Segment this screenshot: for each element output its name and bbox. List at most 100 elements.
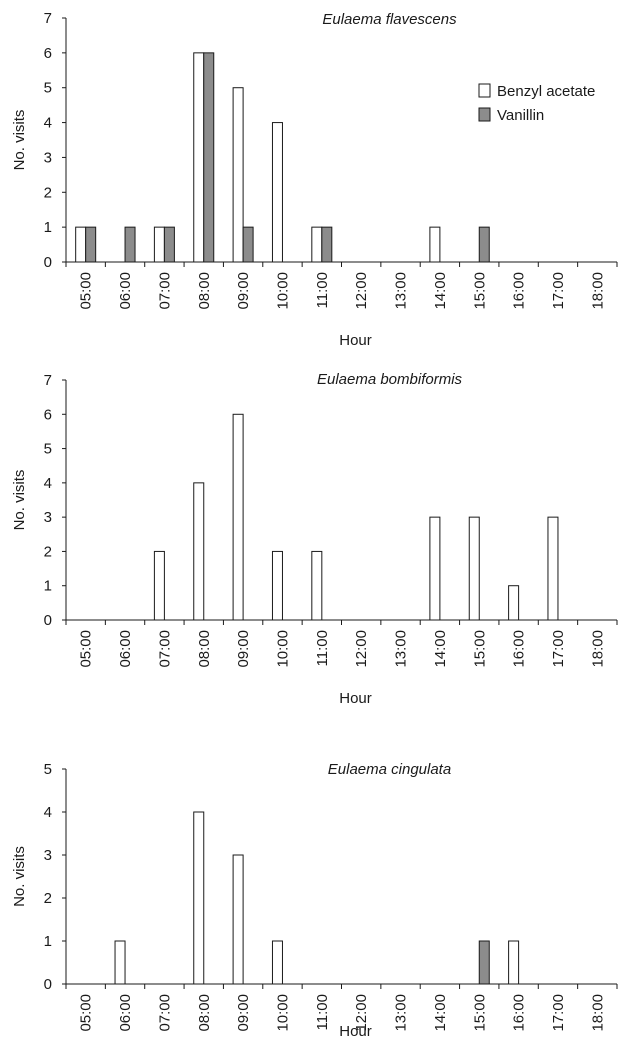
bar-vanillin [163, 226, 175, 263]
y-tick-label: 6 [44, 45, 52, 62]
x-tick-label: 11:00 [314, 272, 331, 308]
bar-benzyl-acetate [232, 413, 244, 621]
y-tick-label: 5 [44, 761, 52, 778]
x-tick-label: 15:00 [471, 630, 488, 668]
x-tick-label: 12:00 [353, 630, 370, 668]
x-tick-label: 13:00 [393, 272, 410, 310]
y-tick-label: 4 [44, 475, 52, 492]
chart-title: Eulaema bombiformis [317, 371, 463, 388]
y-tick-label: 2 [44, 890, 52, 907]
legend-swatch-vanillin [478, 107, 491, 122]
bar-vanillin [321, 226, 333, 263]
y-tick-label: 2 [44, 184, 52, 201]
x-axis-label: Hour [339, 332, 372, 349]
bar-vanillin [478, 940, 490, 985]
bar-benzyl-acetate [114, 940, 126, 985]
x-tick-label: 13:00 [393, 994, 410, 1032]
bar-benzyl-acetate [153, 226, 165, 263]
bar-vanillin [85, 226, 97, 263]
y-axis-label: No. visits [11, 846, 28, 907]
x-tick-label: 10:00 [274, 994, 291, 1032]
y-tick-label: 1 [44, 219, 52, 236]
x-tick-label: 05:00 [78, 630, 95, 668]
y-tick-label: 6 [44, 406, 52, 423]
x-tick-label: 07:00 [156, 272, 173, 310]
x-tick-label: 18:00 [589, 630, 606, 668]
x-tick-label: 17:00 [550, 630, 567, 668]
chart-panel-1: 0 1 2 3 4 5 6 7 05:00 06:00 07:00 08:00 09:00 10:00 11… [11, 10, 618, 349]
x-tick-label: 12:00 [353, 272, 370, 310]
y-tick-label: 7 [44, 372, 52, 389]
x-tick-label: 10:00 [274, 630, 291, 668]
x-tick-label: 07:00 [156, 630, 173, 668]
legend-label: Vanillin [497, 107, 544, 124]
chart-title: Eulaema cingulata [328, 761, 451, 778]
y-tick-label: 4 [44, 115, 52, 132]
bar-benzyl-acetate [153, 550, 165, 621]
bar-benzyl-acetate [429, 226, 441, 263]
y-tick-label: 3 [44, 149, 52, 166]
x-tick-label: 12:00 [353, 994, 370, 1032]
bar-benzyl-acetate [271, 940, 283, 985]
x-tick-label: 13:00 [393, 630, 410, 668]
x-tick-label: 08:00 [196, 630, 213, 668]
x-tick-label: 09:00 [235, 630, 252, 668]
bar-benzyl-acetate [311, 550, 323, 621]
x-axis-label: Hour [339, 690, 372, 707]
x-tick-label: 15:00 [471, 272, 488, 310]
bar-benzyl-acetate [232, 87, 244, 263]
x-tick-label: 16:00 [511, 630, 528, 668]
bar-benzyl-acetate [311, 226, 323, 263]
bar-benzyl-acetate [547, 516, 559, 621]
bar-benzyl-acetate [271, 550, 283, 621]
bar-benzyl-acetate [271, 122, 283, 263]
x-tick-label: 17:00 [550, 272, 567, 310]
x-tick-label: 09:00 [235, 272, 252, 310]
y-tick-label: 0 [44, 612, 52, 629]
y-tick-label: 2 [44, 543, 52, 560]
y-tick-label: 0 [44, 976, 52, 993]
x-tick-label: 16:00 [511, 994, 528, 1032]
y-tick-label: 1 [44, 933, 52, 950]
bar-vanillin [478, 226, 490, 263]
bar-benzyl-acetate [468, 516, 480, 621]
x-tick-label: 14:00 [432, 994, 449, 1032]
bar-vanillin [203, 52, 215, 263]
bar-benzyl-acetate [193, 482, 205, 621]
y-tick-label: 5 [44, 441, 52, 458]
bar-benzyl-acetate [193, 811, 205, 985]
x-tick-label: 11:00 [314, 994, 331, 1030]
x-tick-label: 05:00 [78, 272, 95, 310]
bar-vanillin [124, 226, 136, 263]
chart-title: Eulaema flavescens [322, 11, 457, 28]
x-tick-label: 16:00 [511, 272, 528, 310]
x-tick-label: 14:00 [432, 272, 449, 310]
x-tick-label: 08:00 [196, 994, 213, 1032]
x-tick-label: 18:00 [589, 272, 606, 310]
legend: Benzyl acetate Vanillin [478, 83, 595, 124]
y-tick-label: 4 [44, 804, 52, 821]
chart-panel-2: 0 1 2 3 4 5 6 7 05:00 06:00 07:00 08:00 09:00 10:00 11… [11, 371, 618, 707]
y-axis-label: No. visits [11, 110, 28, 171]
y-tick-label: 7 [44, 10, 52, 27]
y-tick-label: 5 [44, 80, 52, 97]
y-tick-label: 0 [44, 254, 52, 271]
chart-panel-3: 0 1 2 3 4 5 05:00 06:00 07:00 08:00 09:00 10:00 11:0… [11, 761, 618, 1040]
x-tick-label: 15:00 [471, 994, 488, 1032]
bar-benzyl-acetate [429, 516, 441, 621]
x-axis-label: Hour [339, 1023, 372, 1040]
bar-benzyl-acetate [508, 940, 520, 985]
x-tick-label: 18:00 [589, 994, 606, 1032]
x-tick-label: 05:00 [78, 994, 95, 1032]
bar-vanillin [242, 226, 254, 263]
y-axis-label: No. visits [11, 470, 28, 531]
bar-benzyl-acetate [193, 52, 205, 263]
bar-benzyl-acetate [232, 854, 244, 985]
y-tick-label: 3 [44, 509, 52, 526]
x-tick-label: 14:00 [432, 630, 449, 668]
x-tick-label: 08:00 [196, 272, 213, 310]
x-tick-label: 06:00 [117, 272, 134, 310]
x-tick-label: 09:00 [235, 994, 252, 1032]
